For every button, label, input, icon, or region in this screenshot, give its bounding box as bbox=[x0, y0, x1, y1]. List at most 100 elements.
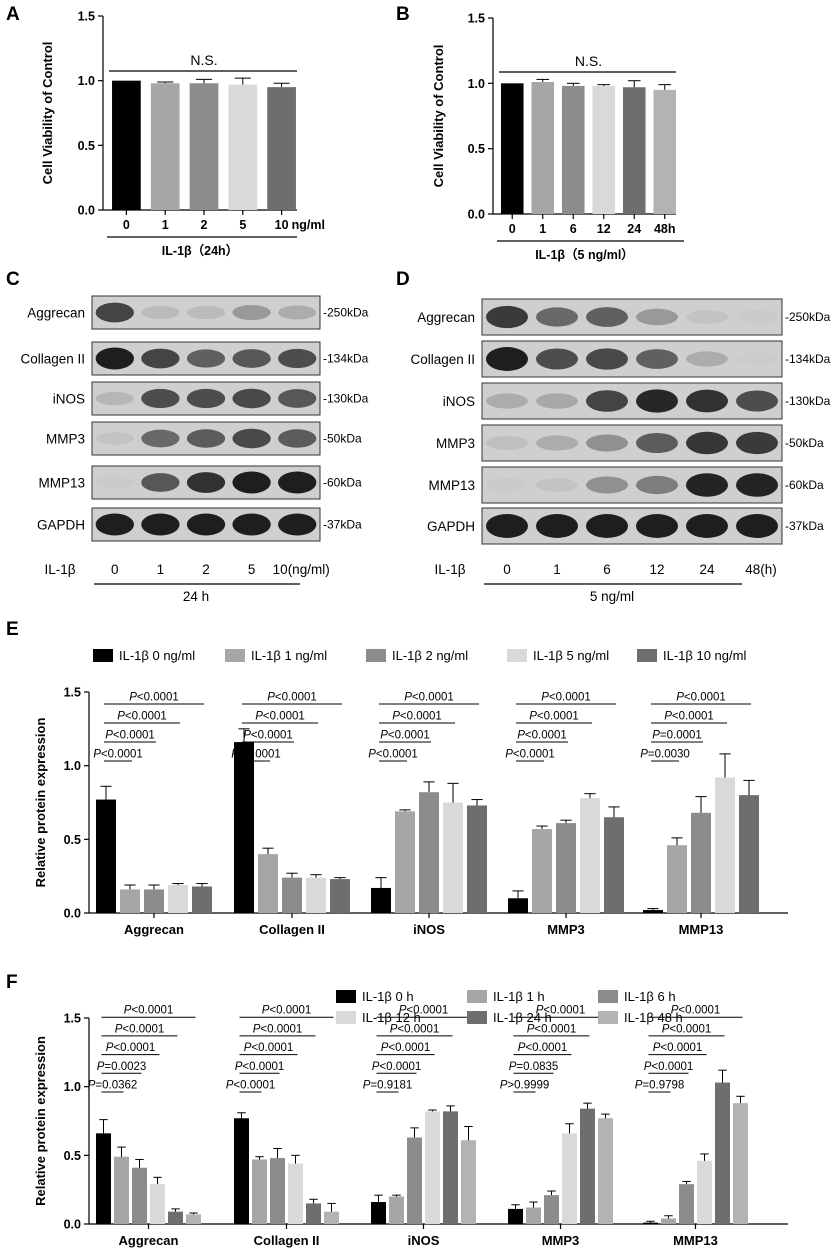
condition-label: 24 h bbox=[183, 589, 209, 604]
y-tick-label: 1.5 bbox=[64, 686, 81, 700]
legend-label: IL-1β 24 h bbox=[493, 1010, 552, 1025]
p-rest: <0.0001 bbox=[263, 711, 305, 723]
blot-band bbox=[141, 429, 180, 448]
legend-swatch bbox=[598, 1011, 618, 1024]
blot-band bbox=[586, 434, 628, 452]
p-value-label: P<0.0001 bbox=[115, 1023, 165, 1035]
bar bbox=[691, 812, 711, 913]
p-value-label: P=0.9181 bbox=[363, 1080, 413, 1092]
chart-panel-A: 0.0 0.5 1.0 1.5 Cell Viability of Control 0 1 2… bbox=[40, 10, 325, 259]
blot-band bbox=[636, 389, 678, 413]
p-value-label: P<0.0001 bbox=[124, 1005, 174, 1017]
blot-band bbox=[486, 393, 528, 409]
blot-strip bbox=[481, 382, 783, 420]
p-value-label: P<0.0001 bbox=[105, 730, 155, 742]
panel-letter: B bbox=[396, 4, 410, 25]
p-rest: <0.0001 bbox=[678, 1005, 720, 1017]
kda-label: -130kDa bbox=[323, 392, 369, 406]
p-letter: P bbox=[381, 1042, 389, 1054]
blot-band bbox=[278, 429, 317, 448]
p-value-label: P<0.0001 bbox=[372, 1061, 422, 1073]
treatment-label: IL-1β bbox=[44, 562, 75, 577]
blot-band bbox=[141, 348, 180, 369]
group-label: IL-1β（5 ng/ml） bbox=[535, 247, 634, 262]
p-value-label: P<0.0001 bbox=[505, 749, 555, 761]
p-letter: P bbox=[652, 730, 660, 742]
p-value-label: P=0.0030 bbox=[640, 749, 690, 761]
legend-label: IL-1β 5 ng/ml bbox=[533, 648, 609, 663]
blot-band bbox=[586, 476, 628, 494]
bar bbox=[114, 1156, 129, 1224]
p-letter: P bbox=[363, 1080, 371, 1092]
p-letter: P bbox=[662, 1023, 670, 1035]
legend-label: IL-1β 10 ng/ml bbox=[663, 648, 746, 663]
bar bbox=[561, 85, 585, 215]
blot-band bbox=[278, 305, 317, 320]
p-letter: P bbox=[93, 749, 101, 761]
bar bbox=[739, 795, 759, 913]
blot-band bbox=[141, 388, 180, 409]
p-letter: P bbox=[664, 711, 672, 723]
x-tick-label: MMP3 bbox=[542, 1233, 580, 1248]
lane-label: 48(h) bbox=[745, 562, 777, 577]
x-tick-label: Aggrecan bbox=[119, 1233, 179, 1248]
chart-panel-F: 0.0 0.5 1.0 1.5 Relative protein expression A… bbox=[33, 989, 788, 1248]
bar bbox=[661, 1218, 676, 1224]
x-tick-label: iNOS bbox=[413, 922, 445, 937]
blot-band bbox=[278, 389, 317, 408]
blot-strip bbox=[481, 466, 783, 504]
blot-band bbox=[736, 310, 778, 324]
p-value-label: P<0.0001 bbox=[676, 692, 726, 704]
bar bbox=[371, 887, 391, 913]
bar bbox=[544, 1195, 559, 1224]
blot-band bbox=[736, 352, 778, 366]
x-tick-label: 5 bbox=[239, 218, 246, 232]
blot-band bbox=[486, 435, 528, 451]
bar bbox=[526, 1207, 541, 1224]
legend-label: IL-1β 2 ng/ml bbox=[392, 648, 468, 663]
p-letter: P bbox=[671, 1005, 679, 1017]
bar bbox=[500, 83, 524, 214]
lane-label: 1 bbox=[553, 562, 561, 577]
bar bbox=[715, 777, 735, 913]
blot-band bbox=[686, 431, 728, 455]
blot-band bbox=[141, 513, 180, 536]
bar bbox=[306, 1203, 321, 1224]
x-tick-label: 10 bbox=[275, 218, 289, 232]
p-value-label: P<0.0001 bbox=[662, 1023, 712, 1035]
panel-letter: D bbox=[396, 269, 410, 290]
blot-band bbox=[95, 513, 134, 536]
blot-band bbox=[95, 391, 134, 406]
p-value-label: P<0.0001 bbox=[381, 1042, 431, 1054]
blot-band bbox=[232, 388, 271, 409]
lane-label: 0 bbox=[503, 562, 511, 577]
p-rest: >0.9999 bbox=[507, 1080, 549, 1092]
p-letter: P bbox=[635, 1080, 643, 1092]
p-letter: P bbox=[372, 1061, 380, 1073]
bar bbox=[407, 1137, 422, 1224]
western-blot-D: Aggrecan -250kDa Collagen II -134kDa iNOS -13… bbox=[410, 298, 831, 604]
bar bbox=[653, 89, 677, 214]
p-letter: P bbox=[368, 749, 376, 761]
kda-label: -250kDa bbox=[323, 306, 369, 320]
p-value-label: P>0.9999 bbox=[500, 1080, 550, 1092]
p-value-label: P<0.0001 bbox=[117, 711, 167, 723]
p-value-label: P<0.0001 bbox=[255, 711, 305, 723]
p-rest: <0.0001 bbox=[269, 1005, 311, 1017]
blot-band bbox=[186, 513, 226, 536]
y-tick-label: 0.5 bbox=[64, 833, 81, 847]
p-letter: P bbox=[536, 1005, 544, 1017]
p-value-label: P<0.0001 bbox=[404, 692, 454, 704]
bar bbox=[592, 85, 616, 215]
p-value-label: P<0.0001 bbox=[671, 1005, 721, 1017]
kda-label: -134kDa bbox=[323, 352, 369, 366]
p-value-label: P<0.0001 bbox=[399, 1005, 449, 1017]
legend-swatch bbox=[467, 990, 487, 1003]
kda-label: -50kDa bbox=[785, 436, 824, 450]
bar bbox=[234, 742, 254, 913]
lane-label: 12 bbox=[649, 562, 664, 577]
blot-band bbox=[686, 473, 728, 497]
x-tick-label: 1 bbox=[539, 222, 546, 236]
x-tick-label: MMP13 bbox=[679, 922, 724, 937]
